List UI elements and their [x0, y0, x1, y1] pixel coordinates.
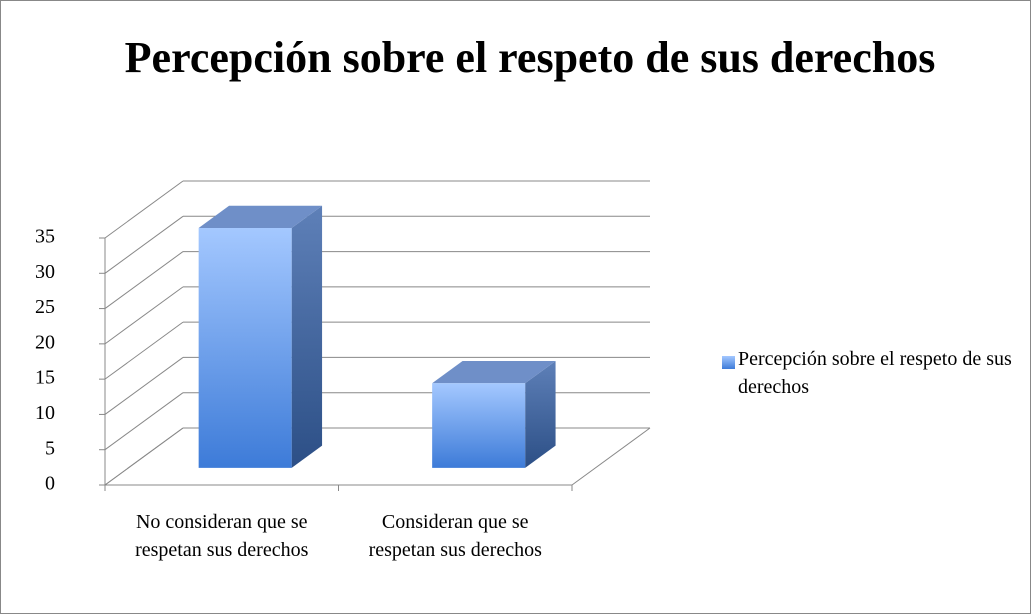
legend-swatch [722, 356, 735, 369]
y-tick-label: 20 [35, 331, 55, 353]
grid-line [104, 392, 184, 451]
grid-line [104, 357, 184, 415]
y-tick-label: 0 [45, 473, 55, 495]
bar [198, 227, 292, 468]
bar-side [291, 205, 323, 468]
y-tick-label: 15 [35, 367, 55, 389]
y-tick-label: 5 [45, 437, 55, 459]
bar-top [432, 360, 556, 384]
x-tick-label: Consideran que se respetan sus derechos [368, 511, 542, 561]
bar [432, 383, 526, 468]
legend-label: Percepción sobre el respeto de sus derec… [738, 348, 1012, 398]
grid-line [104, 321, 184, 380]
bar-top [198, 205, 323, 228]
y-tick-label: 10 [35, 402, 55, 424]
grid-line [104, 180, 184, 239]
floor-edge [571, 427, 651, 486]
x-tick-label: No consideran que se respetan sus derech… [135, 511, 309, 561]
grid-line [104, 427, 184, 486]
y-tick-label: 25 [35, 296, 55, 318]
y-tick-label: 35 [35, 226, 55, 248]
grid-line [104, 251, 184, 309]
y-tick-label: 30 [35, 261, 55, 283]
grid-line [104, 215, 184, 274]
grid-line [104, 286, 184, 345]
chart-title: Percepción sobre el respeto de sus derec… [124, 33, 936, 82]
bar-side [525, 360, 556, 468]
